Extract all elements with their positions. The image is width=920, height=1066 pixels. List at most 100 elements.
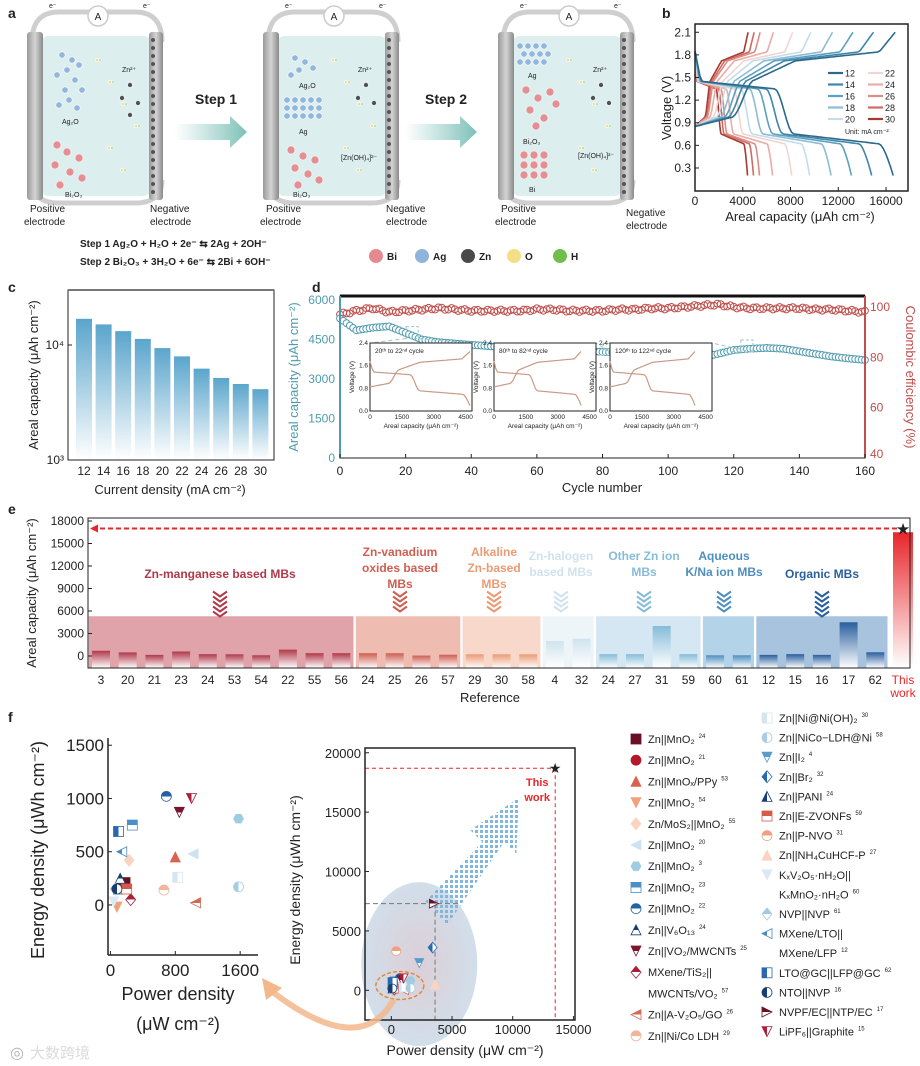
inset-x-axis-label: (μW cm⁻²) [136,1014,220,1034]
ag-atom [307,104,315,112]
legend-item: Zn||MnO₂ 21 [630,754,706,767]
group-label: Organic MBs [785,567,859,581]
legend-label: Zn||Ni@Ni(OH)₂ [779,713,858,725]
bi-atom [529,150,539,160]
inset-point [187,848,199,860]
legend-item: NTO||NVP 16 [761,987,842,999]
legend-label: Zn||MnO₂ [648,798,695,810]
legend-ref: 57 [722,988,729,994]
inset-x-tick: 0 [368,414,372,421]
zn-dot [387,142,391,146]
legend-marker-tri-up-icon [630,775,642,787]
o-atom [592,102,596,106]
legend-item: Zn||Br₂ 32 [761,770,824,784]
chevron [212,600,228,608]
group-label: MBs [631,565,657,579]
x-tick-label: 3 [98,673,105,687]
negative-electrode-label: electrode [150,217,192,228]
panel-label-c: c [8,279,16,295]
charge-curve-22 [694,32,794,128]
legend-marker-circle-icon [761,830,773,841]
legend-marker-tri-left-icon [630,839,642,851]
this-work-label: This [892,673,915,687]
step-label: Step 2 [425,91,467,107]
chevron-down-icon [553,590,569,613]
y-tick-label: 15000 [325,805,361,820]
zn-dot [151,134,155,138]
zn-dot [151,38,155,42]
equation-step-1: Step 1 Ag₂O + H₂O + 2e⁻ ⇆ 2Ag + 2OH⁻ [80,239,267,250]
legend-item: Zn||MnO₂ 23 [630,882,706,894]
x-tick-label: 100 [658,464,678,478]
chevron [486,595,502,603]
efficiency-point [569,305,577,314]
main-point [428,898,440,909]
legend-label: Zn||MnOₓ/PPy [648,776,718,788]
group-label: Zn-based [467,561,520,575]
inset-x-tick: 4500 [698,414,713,421]
y-tick-label: 18000 [51,514,85,528]
o-atom [331,58,335,62]
o-atom [591,168,595,172]
ag-atom [299,104,307,112]
legend-label: 18 [845,103,855,113]
y-right-axis-label: Coulombic efficiency (%) [903,306,918,449]
zn-atom [119,95,125,101]
inset-point [114,872,126,884]
y-tick-label: 0 [328,451,335,465]
negative-electrode-label: Negative [626,208,666,219]
legend-ref: 20 [699,840,706,846]
x-tick-label: 5000 [438,1022,467,1037]
step-arrow-1: Step 1 [175,91,247,148]
ag-atom [61,86,69,94]
equation-step-2: Step 2 Bi₂O₃ + 3H₂O + 6e⁻ ⇆ 2Bi + 6OH⁻ [80,257,271,268]
inset-y-label: Voltage (V) [589,361,596,393]
bar-ref-55 [305,653,324,668]
inset-title: 20ᵗʰ to 22ⁿᵈ cycle [375,348,424,355]
x-tick-label: 24 [195,464,209,478]
group-label: Aqueous [698,549,750,563]
efficiency-point [683,303,692,312]
inset-point [233,813,245,824]
y-tick-label: 0.9 [674,116,691,130]
inset-point [233,881,244,893]
legend-item: NVPF/EC||NTP/EC 17 [761,1006,884,1019]
inset-point [158,884,170,896]
zn-dot [387,166,391,170]
o-atom [344,80,348,84]
inset-point [126,819,138,831]
inset-point [108,896,120,908]
ag-atom [78,86,86,94]
x-axis-label: Areal capacity (μAh cm⁻²) [725,209,874,224]
h-atom [608,124,612,128]
x-tick-label: 28 [234,464,248,478]
charge-curve-16 [694,31,854,128]
inset-1: 20ᵗʰ to 22ⁿᵈ cycle 0 1500 3000 4500 0.0 0.8 1.6… [349,326,473,430]
x-tick-label: 60 [530,464,544,478]
star-icon: ★ [549,760,562,776]
legend-item: Zn||MnO₂ 54 [630,797,706,810]
negative-electrode [385,32,399,200]
group-label: Alkaline [471,545,517,559]
chevron [486,600,502,608]
x-axis-label: Reference [460,690,520,705]
legend-label: Zn||A-V₂O₅/GO [648,1010,723,1022]
y-right-tick-label: 100 [870,300,890,314]
bi2o3-label: Bi₂O₃ [65,192,82,199]
zn-dot [151,182,155,186]
legend-label: 30 [885,115,895,125]
zn-atom [127,112,133,118]
inset-y-tick: 0.0 [359,408,368,415]
efficiency-point [598,307,607,316]
legend-item: NVP||NVP 61 [761,907,841,921]
inset-point [189,897,201,909]
legend-ref: 21 [699,755,706,761]
bar-ref-27 [626,654,644,668]
discharge-curve-12 [694,50,894,176]
bar-22 [174,356,190,460]
inset-y-tick: 2.4 [599,340,608,347]
bi-atom [531,121,541,131]
step-arrow-2: Step 2 [405,91,477,148]
ag-atom [73,104,81,112]
